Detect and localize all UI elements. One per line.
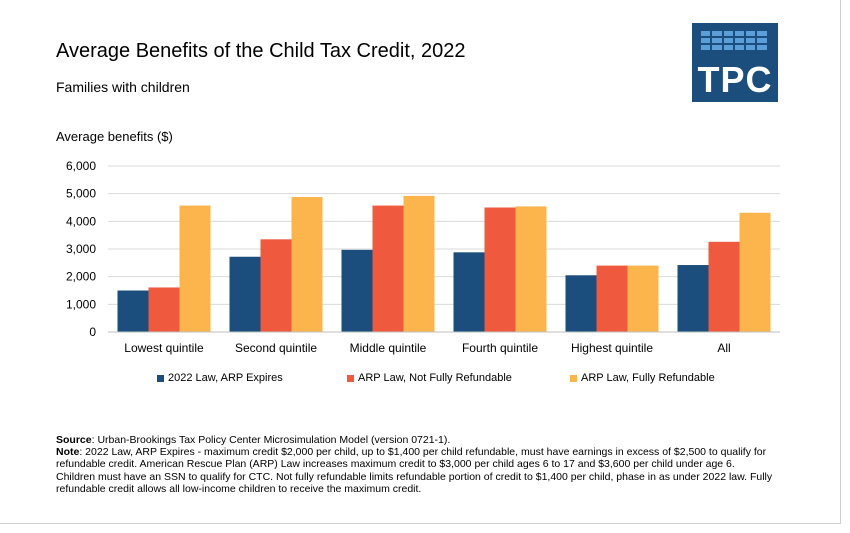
y-tick-label: 1,000 — [66, 297, 96, 311]
source-text: : Urban-Brookings Tax Policy Center Micr… — [91, 434, 451, 446]
logo-text: TPC — [697, 59, 773, 100]
legend-swatch-0 — [157, 374, 164, 382]
chart-title: Average Benefits of the Child Tax Credit… — [56, 40, 466, 62]
legend-item-2: ARP Law, Fully Refundable — [570, 372, 715, 384]
x-tick-label: Lowest quintile — [124, 341, 204, 355]
bar — [179, 205, 211, 332]
y-tick-label: 0 — [89, 325, 96, 339]
bar — [708, 241, 740, 332]
bar — [117, 290, 149, 332]
note-label: Note — [56, 446, 80, 459]
bar — [484, 207, 516, 332]
note-text: : 2022 Law, ARP Expires - maximum credit… — [56, 446, 773, 495]
legend-label-2: ARP Law, Fully Refundable — [581, 372, 715, 384]
x-tick-label: Highest quintile — [571, 341, 653, 355]
bar — [372, 205, 404, 332]
legend-swatch-1 — [347, 374, 354, 382]
logo-grid-icon — [701, 31, 769, 50]
x-tick-label: Middle quintile — [350, 341, 427, 355]
bar — [291, 196, 323, 332]
bar — [229, 256, 261, 332]
y-axis-label: Average benefits ($) — [56, 129, 173, 144]
bar — [260, 239, 292, 332]
bar — [148, 287, 180, 332]
bar — [627, 265, 659, 332]
bar — [565, 275, 597, 332]
legend-label-1: ARP Law, Not Fully Refundable — [358, 372, 512, 384]
bar — [341, 249, 373, 332]
chart-subtitle: Families with children — [56, 79, 190, 95]
y-tick-label: 3,000 — [66, 242, 96, 256]
tpc-logo: TPC — [692, 23, 778, 102]
legend-item-1: ARP Law, Not Fully Refundable — [347, 372, 512, 384]
x-tick-label: Fourth quintile — [462, 341, 538, 355]
bar — [739, 212, 771, 332]
x-tick-label: Second quintile — [235, 341, 317, 355]
y-tick-label: 6,000 — [66, 159, 96, 173]
source-label: Source — [56, 434, 92, 446]
bar — [596, 265, 628, 332]
legend-label-0: 2022 Law, ARP Expires — [168, 372, 283, 384]
y-tick-label: 5,000 — [66, 187, 96, 201]
bar — [403, 195, 435, 332]
bar — [453, 252, 485, 332]
legend-item-0: 2022 Law, ARP Expires — [157, 372, 283, 384]
y-tick-label: 4,000 — [66, 214, 96, 228]
x-tick-label: All — [717, 341, 730, 355]
bar — [515, 206, 547, 332]
footnote: Source: Urban-Brookings Tax Policy Cente… — [56, 434, 776, 495]
bar — [677, 265, 709, 332]
legend-swatch-2 — [570, 374, 577, 382]
y-tick-label: 2,000 — [66, 270, 96, 284]
